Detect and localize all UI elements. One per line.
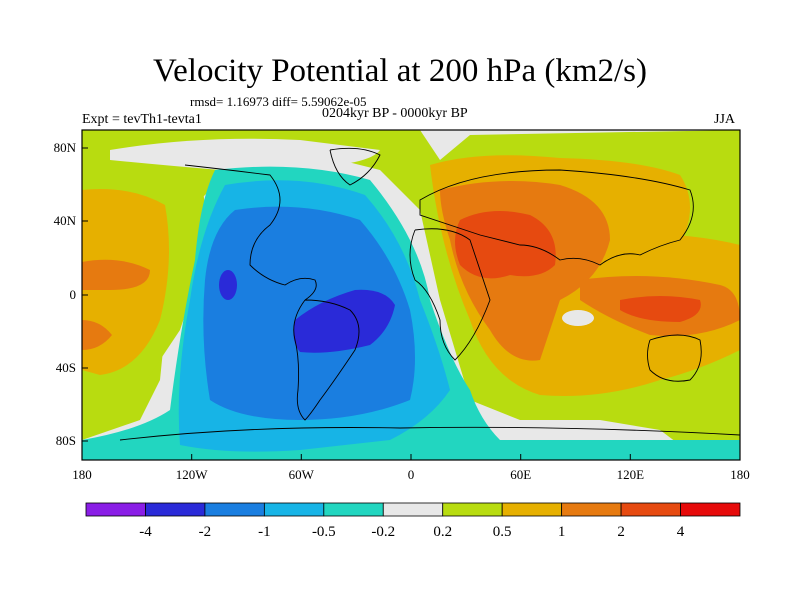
colorbar-swatch <box>145 502 206 517</box>
contour-1-band-west2 <box>82 320 112 350</box>
colorbar-label: -2 <box>199 524 212 540</box>
coast-north-america <box>184 164 317 301</box>
colorbar-swatch <box>561 502 622 517</box>
colorbar-label: 4 <box>677 524 685 540</box>
colorbar-swatch <box>204 502 265 517</box>
x-tick-label: 60E <box>510 467 531 482</box>
neutral-cap-nw <box>110 138 380 170</box>
colorbar-label: 0.2 <box>433 524 452 540</box>
colorbar-swatch <box>323 502 384 517</box>
coast-south-america <box>293 299 360 421</box>
colorbar-label: 1 <box>558 524 566 540</box>
contour-neg2-band-pacific <box>219 270 237 300</box>
y-tick-label: 40N <box>54 213 77 228</box>
colorbar-label: -0.5 <box>312 524 336 540</box>
colorbar-swatch <box>382 502 444 517</box>
season-label: JJA <box>714 112 736 127</box>
x-tick-label: 120W <box>176 467 209 482</box>
colorbar <box>85 502 741 517</box>
colorbar-label: 0.5 <box>493 524 512 540</box>
y-tick-label: 40S <box>56 360 76 375</box>
x-tick-label: 0 <box>408 467 415 482</box>
coastlines <box>119 147 740 441</box>
x-tick-labels: 180 120W 60W 0 60E 120E 180 <box>72 467 750 482</box>
y-axis <box>82 147 88 442</box>
x-tick-label: 180 <box>72 467 92 482</box>
y-tick-label: 80S <box>56 433 76 448</box>
x-tick-label: 180 <box>730 467 750 482</box>
coast-greenland <box>329 147 381 186</box>
contour-fill-layer <box>82 130 740 460</box>
colorbar-labels: -4 -2 -1 -0.5 -0.2 0.2 0.5 1 2 4 <box>139 524 685 540</box>
colorbar-swatch <box>442 502 503 517</box>
colorbar-label: -1 <box>258 524 271 540</box>
colorbar-swatch <box>85 502 146 517</box>
colorbar-swatch <box>680 502 741 517</box>
coast-australia <box>647 334 702 382</box>
coast-africa <box>409 228 491 361</box>
contour-2-band-indonesia <box>620 296 701 322</box>
colorbar-swatch <box>501 502 563 517</box>
colorbar-label: -4 <box>139 524 152 540</box>
x-tick-label: 120E <box>617 467 645 482</box>
contour-neg2-band-atlantic <box>293 289 395 353</box>
neutral-blob-indian <box>562 310 594 326</box>
x-axis <box>81 454 741 460</box>
map-title: Velocity Potential at 200 hPa (km2/s) <box>152 53 648 89</box>
contour-1-band-west <box>82 259 150 290</box>
experiment-label: Expt = tevTh1-tevta1 <box>82 112 202 127</box>
colorbar-swatch <box>620 502 681 517</box>
colorbar-swatch <box>263 502 325 517</box>
y-tick-label: 0 <box>70 287 77 302</box>
stats-label: rmsd= 1.16973 diff= 5.59062e-05 <box>190 94 367 109</box>
colorbar-label: 2 <box>617 524 625 540</box>
period-label: 0204kyr BP - 0000kyr BP <box>322 106 468 121</box>
contour-2-band-mideast <box>455 211 556 279</box>
coast-eurasia <box>419 169 694 266</box>
colorbar-label: -0.2 <box>371 524 395 540</box>
y-tick-labels: 80N 40N 0 40S 80S <box>54 140 77 448</box>
x-tick-label: 60W <box>289 467 315 482</box>
y-tick-label: 80N <box>54 140 77 155</box>
coast-antarctica <box>119 426 740 441</box>
